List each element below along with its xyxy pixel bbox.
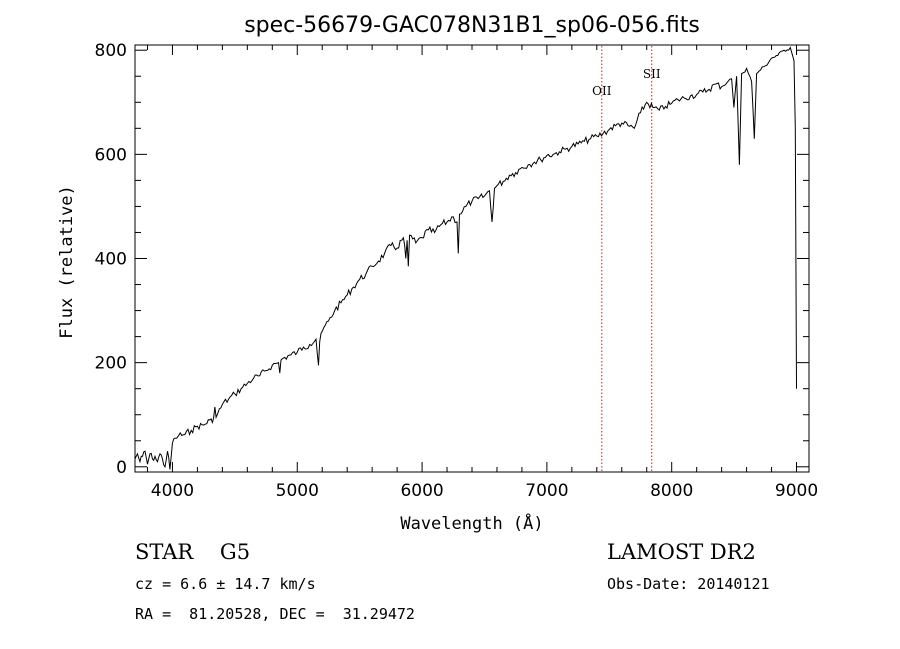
emission-line-label: OII [592,84,612,98]
y-tick-label: 600 [95,145,127,165]
chart-title: spec-56679-GAC078N31B1_sp06-056.fits [244,13,700,38]
x-axis-label: Wavelength (Å) [400,512,543,534]
x-tick-label: 6000 [400,481,443,501]
x-tick-label: 7000 [525,481,568,501]
emission-line-markers: OII SII [592,46,661,471]
plot-frame [134,44,810,473]
axis-ticks [135,45,809,472]
y-tick-label: 400 [95,250,127,270]
axis-tick-labels: 4000 5000 6000 7000 8000 9000 0 200 400 600 800 [95,41,819,501]
y-axis-label: Flux (relative) [57,185,77,339]
y-tick-label: 800 [95,41,127,61]
coordinates-text: RA = 81.20528, DEC = 31.29472 [135,605,415,623]
y-tick-label: 0 [116,458,127,478]
x-tick-label: 5000 [276,481,319,501]
x-tick-label: 9000 [775,481,818,501]
x-tick-label: 4000 [151,481,194,501]
emission-line-label: SII [643,67,661,81]
redshift-text: cz = 6.6 ± 14.7 km/s [135,575,316,593]
obs-date-text: Obs-Date: 20140121 [607,575,770,593]
spectrum-line [134,46,797,470]
y-tick-label: 200 [95,354,127,374]
object-class: STAR G5 [135,540,251,564]
survey-name: LAMOST DR2 [607,540,756,564]
x-tick-label: 8000 [650,481,693,501]
